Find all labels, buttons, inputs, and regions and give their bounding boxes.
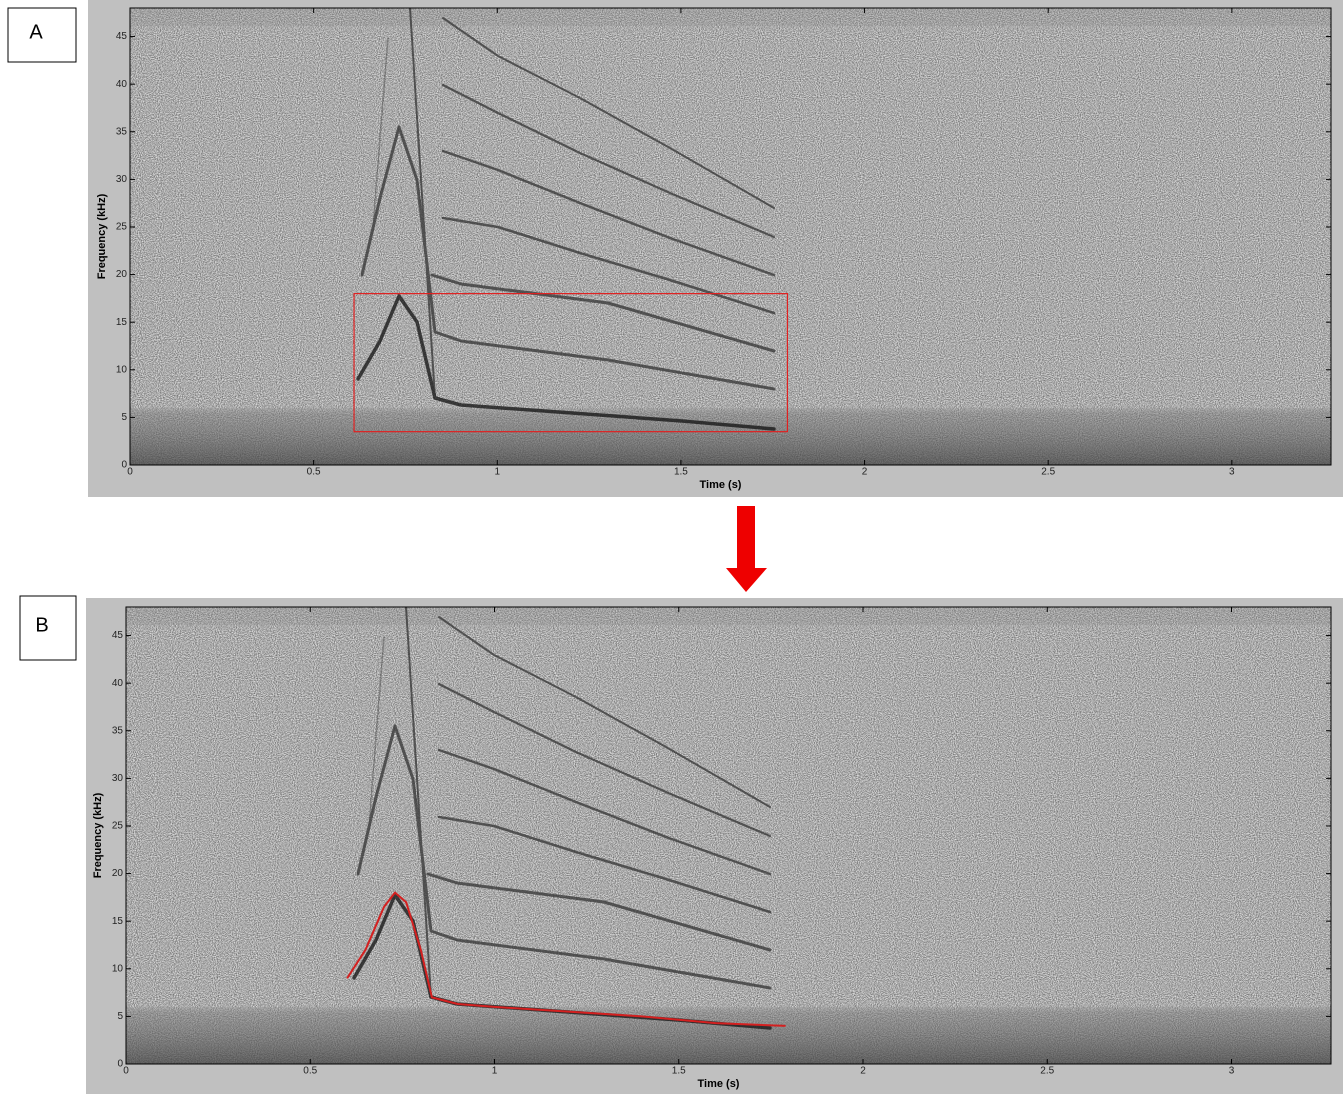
x-axis-label: Time (s) [700, 479, 742, 491]
x-tick-label: 2 [860, 1066, 866, 1077]
y-axis-label: Frequency (kHz) [96, 193, 108, 279]
panel-label-box [7, 7, 77, 63]
spectrogram-image [126, 607, 1331, 1064]
x-tick-label: 0 [123, 1066, 129, 1077]
y-tick-label: 5 [121, 412, 127, 423]
panel-label-box [19, 595, 77, 661]
y-tick-label: 25 [116, 222, 128, 233]
x-tick-label: 3 [1229, 467, 1235, 478]
x-tick-label: 1.5 [674, 467, 688, 478]
y-tick-label: 30 [112, 773, 124, 784]
arrow-head [726, 568, 767, 592]
plot-area [130, 8, 1335, 465]
x-tick-label: 2.5 [1040, 1066, 1054, 1077]
contour-line [346, 891, 786, 1027]
y-tick-label: 25 [112, 821, 124, 832]
y-tick-label: 15 [112, 916, 124, 927]
y-tick-label: 45 [112, 630, 124, 641]
panel-label: A [29, 21, 43, 43]
y-tick-label: 10 [116, 364, 128, 375]
x-tick-label: 3 [1229, 1066, 1235, 1077]
y-tick-label: 40 [116, 79, 128, 90]
y-tick-label: 30 [116, 174, 128, 185]
y-tick-label: 35 [112, 725, 124, 736]
y-tick-label: 0 [121, 460, 127, 471]
x-axis-label: Time (s) [698, 1078, 740, 1090]
y-tick-label: 40 [112, 678, 124, 689]
y-tick-label: 20 [116, 269, 128, 280]
spectrogram-image [130, 8, 1335, 465]
x-tick-label: 1 [492, 1066, 498, 1077]
panel-label: B [35, 614, 48, 636]
y-tick-label: 45 [116, 31, 128, 42]
x-tick-label: 1 [494, 467, 500, 478]
x-tick-label: 1.5 [672, 1066, 686, 1077]
arrow-shaft [737, 506, 755, 569]
plot-frame [125, 606, 1332, 1065]
y-tick-label: 20 [112, 868, 124, 879]
y-tick-label: 15 [116, 317, 128, 328]
x-tick-label: 0 [127, 467, 133, 478]
y-tick-label: 35 [116, 126, 128, 137]
x-tick-label: 0.5 [303, 1066, 317, 1077]
x-tick-label: 2.5 [1041, 467, 1055, 478]
selection-box [353, 293, 789, 433]
plot-area [126, 607, 1331, 1064]
y-tick-label: 10 [112, 963, 124, 974]
x-tick-label: 2 [862, 467, 868, 478]
x-tick-label: 0.5 [307, 467, 321, 478]
plot-frame [129, 7, 1332, 466]
y-tick-label: 5 [117, 1011, 123, 1022]
y-tick-label: 0 [117, 1059, 123, 1070]
y-axis-label: Frequency (kHz) [92, 792, 104, 878]
